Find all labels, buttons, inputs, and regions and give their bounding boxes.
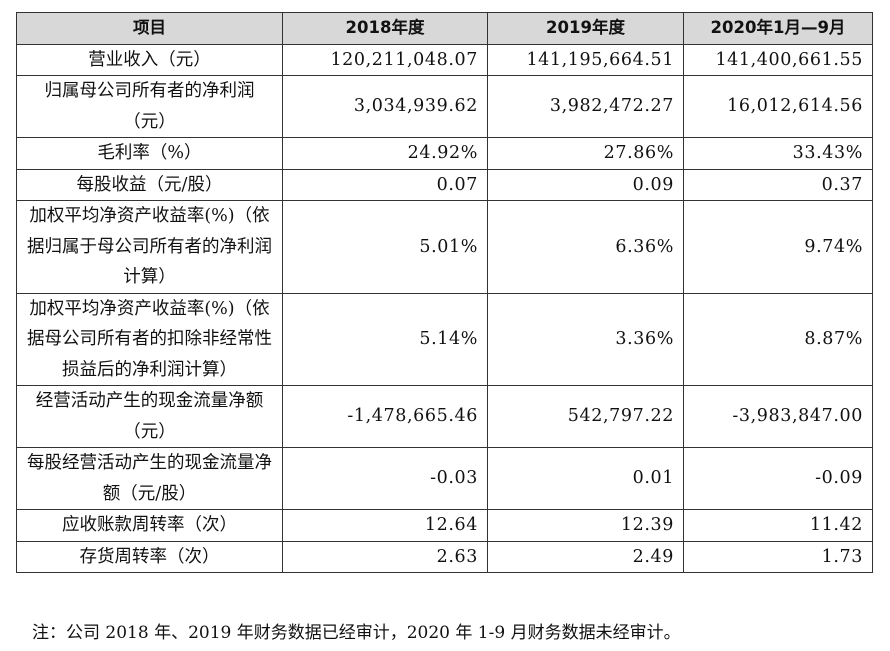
- row-label: 归属母公司所有者的净利润（元）: [16, 75, 283, 138]
- value-2019: 3,982,472.27: [487, 75, 684, 138]
- value-2019: 2.49: [487, 540, 684, 573]
- value-2020: 8.87%: [683, 292, 873, 386]
- value-2019: 542,797.22: [487, 385, 684, 448]
- audit-footnote: 注：公司 2018 年、2019 年财务数据已经审计，2020 年 1-9 月财…: [32, 623, 681, 643]
- value-2020: 0.37: [683, 168, 873, 201]
- table-row: 毛利率（%） 24.92% 27.86% 33.43%: [16, 137, 873, 170]
- value-2019: 141,195,664.51: [487, 43, 684, 76]
- header-2020-jan-sep: 2020年1月—9月: [683, 12, 873, 45]
- row-label: 加权平均净资产收益率(%)（依据母公司所有者的扣除非经常性损益后的净利润计算）: [16, 292, 283, 386]
- row-label: 毛利率（%）: [16, 137, 283, 170]
- value-2018: 5.14%: [282, 292, 488, 386]
- row-label: 应收账款周转率（次）: [16, 509, 283, 542]
- value-2020: 141,400,661.55: [683, 43, 873, 76]
- value-2020: 9.74%: [683, 200, 873, 294]
- header-item: 项目: [16, 12, 283, 45]
- row-label: 每股经营活动产生的现金流量净额（元/股）: [16, 447, 283, 510]
- table-row: 存货周转率（次） 2.63 2.49 1.73: [16, 540, 873, 573]
- table-row: 每股经营活动产生的现金流量净额（元/股） -0.03 0.01 -0.09: [16, 447, 873, 510]
- value-2020: 11.42: [683, 509, 873, 542]
- row-label: 每股收益（元/股）: [16, 168, 283, 201]
- value-2019: 27.86%: [487, 137, 684, 170]
- table-header-row: 项目 2018年度 2019年度 2020年1月—9月: [16, 12, 873, 45]
- row-label: 存货周转率（次）: [16, 540, 283, 573]
- row-label: 加权平均净资产收益率(%)（依据归属于母公司所有者的净利润计算）: [16, 200, 283, 294]
- row-label: 营业收入（元）: [16, 43, 283, 76]
- value-2019: 6.36%: [487, 200, 684, 294]
- value-2018: -0.03: [282, 447, 488, 510]
- value-2019: 3.36%: [487, 292, 684, 386]
- value-2019: 0.09: [487, 168, 684, 201]
- table-row: 营业收入（元） 120,211,048.07 141,195,664.51 14…: [16, 43, 873, 76]
- value-2018: 12.64: [282, 509, 488, 542]
- value-2018: 0.07: [282, 168, 488, 201]
- value-2018: 2.63: [282, 540, 488, 573]
- table-row: 应收账款周转率（次） 12.64 12.39 11.42: [16, 509, 873, 542]
- table-row: 经营活动产生的现金流量净额（元） -1,478,665.46 542,797.2…: [16, 385, 873, 448]
- value-2020: 33.43%: [683, 137, 873, 170]
- value-2020: 1.73: [683, 540, 873, 573]
- value-2018: -1,478,665.46: [282, 385, 488, 448]
- financial-summary-table: 项目 2018年度 2019年度 2020年1月—9月 营业收入（元） 120,…: [16, 12, 873, 573]
- value-2018: 120,211,048.07: [282, 43, 488, 76]
- header-2019: 2019年度: [487, 12, 684, 45]
- table-row: 归属母公司所有者的净利润（元） 3,034,939.62 3,982,472.2…: [16, 75, 873, 138]
- table-row: 每股收益（元/股） 0.07 0.09 0.37: [16, 168, 873, 201]
- row-label: 经营活动产生的现金流量净额（元）: [16, 385, 283, 448]
- value-2018: 24.92%: [282, 137, 488, 170]
- value-2020: -0.09: [683, 447, 873, 510]
- value-2019: 12.39: [487, 509, 684, 542]
- value-2019: 0.01: [487, 447, 684, 510]
- table-row: 加权平均净资产收益率(%)（依据归属于母公司所有者的净利润计算） 5.01% 6…: [16, 200, 873, 294]
- value-2020: -3,983,847.00: [683, 385, 873, 448]
- value-2018: 5.01%: [282, 200, 488, 294]
- value-2018: 3,034,939.62: [282, 75, 488, 138]
- header-2018: 2018年度: [282, 12, 488, 45]
- table-row: 加权平均净资产收益率(%)（依据母公司所有者的扣除非经常性损益后的净利润计算） …: [16, 292, 873, 386]
- value-2020: 16,012,614.56: [683, 75, 873, 138]
